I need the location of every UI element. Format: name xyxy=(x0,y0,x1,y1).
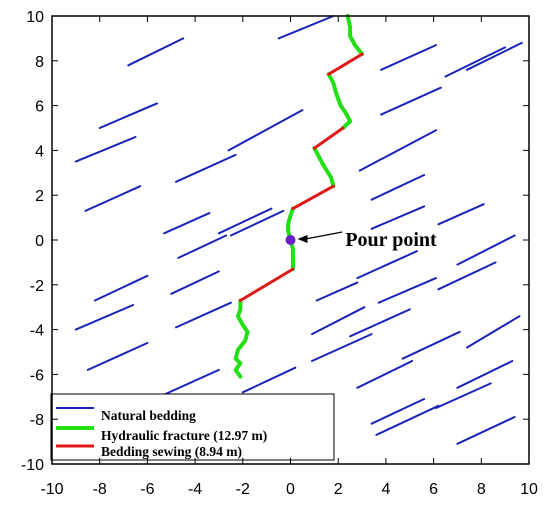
annotation-layer: Pour point xyxy=(285,229,437,251)
natural-bedding-segment xyxy=(177,234,228,259)
natural-bedding-segment xyxy=(401,330,461,360)
natural-bedding-segment xyxy=(377,277,437,304)
y-tick-label: 6 xyxy=(35,99,44,116)
natural-bedding-segment xyxy=(358,129,437,172)
natural-bedding-segment xyxy=(356,360,414,389)
natural-bedding-segment xyxy=(170,270,220,295)
natural-bedding-segment xyxy=(311,306,366,336)
natural-bedding-segment xyxy=(127,37,185,67)
hydraulic-fracture-segment xyxy=(312,146,336,189)
natural-bedding-segment xyxy=(277,15,335,40)
natural-bedding-segment xyxy=(349,308,411,338)
y-tick-label: -2 xyxy=(30,278,44,295)
legend-label-hydraulic-fracture: Hydraulic fracture (12.97 m) xyxy=(101,428,267,443)
x-tick-label: -6 xyxy=(140,481,154,498)
natural-bedding-segment xyxy=(241,366,297,394)
plot-frame xyxy=(51,15,530,465)
natural-bedding-segment xyxy=(380,44,437,71)
plot-data-layer xyxy=(74,14,523,445)
x-tick-label: 8 xyxy=(477,481,486,498)
x-tick-label: 10 xyxy=(520,481,538,498)
y-tick-label: 4 xyxy=(35,143,44,160)
hydraulic-fracture-segment xyxy=(326,72,353,130)
natural-bedding-segment xyxy=(217,207,273,235)
natural-bedding-segment xyxy=(370,398,426,425)
natural-bedding-segment xyxy=(456,360,514,389)
x-tick-label: 6 xyxy=(429,481,438,498)
natural-bedding-segment xyxy=(175,301,232,329)
x-tick-label: -2 xyxy=(236,481,250,498)
y-tick-label: 0 xyxy=(35,233,44,250)
natural-bedding-segment xyxy=(163,212,211,235)
natural-bedding-segment xyxy=(315,281,359,302)
series-hydraulic-fracture xyxy=(233,14,365,379)
bedding-sewing-segment xyxy=(312,126,345,150)
natural-bedding-segment xyxy=(435,382,492,409)
y-tick-label: -8 xyxy=(30,412,44,429)
natural-bedding-segment xyxy=(227,109,304,152)
y-tick-label: 2 xyxy=(35,188,44,205)
x-tick-label: -10 xyxy=(40,481,63,498)
natural-bedding-segment xyxy=(444,46,507,78)
pour-point-arrow xyxy=(305,231,343,240)
natural-bedding-segment xyxy=(229,209,285,237)
y-tick-label: -6 xyxy=(30,367,44,384)
x-tick-label: 4 xyxy=(381,481,390,498)
pour-point-label: Pour point xyxy=(345,229,437,251)
hydraulic-fracture-segment xyxy=(345,14,365,57)
legend-label-natural-bedding: Natural bedding xyxy=(101,408,196,423)
x-axis: -10 -8 -6 -4 -2 0 2 4 6 8 10 xyxy=(40,16,538,498)
natural-bedding-segment xyxy=(370,174,426,201)
natural-bedding-segment xyxy=(380,86,442,116)
y-tick-label: 10 xyxy=(26,9,44,26)
x-tick-label: 0 xyxy=(286,481,295,498)
natural-bedding-segment xyxy=(437,203,485,226)
natural-bedding-segment xyxy=(93,274,149,302)
pour-point-arrowhead xyxy=(297,235,308,243)
series-bedding-sewing xyxy=(238,52,364,302)
natural-bedding-segment xyxy=(437,261,497,291)
natural-bedding-segment xyxy=(456,234,516,266)
y-tick-label: -10 xyxy=(21,457,44,474)
bedding-sewing-segment xyxy=(291,184,335,211)
natural-bedding-segment xyxy=(163,368,220,396)
natural-bedding-segment xyxy=(466,41,523,71)
legend-box xyxy=(50,393,335,461)
y-tick-label: 8 xyxy=(35,54,44,71)
natural-bedding-segment xyxy=(74,304,135,331)
bedding-sewing-segment xyxy=(327,52,364,76)
x-tick-label: -4 xyxy=(188,481,202,498)
y-tick-label: -4 xyxy=(30,323,44,340)
series-natural-bedding xyxy=(74,15,523,445)
natural-bedding-segment xyxy=(456,416,516,445)
natural-bedding-segment xyxy=(98,102,158,129)
hydraulic-fracture-segment xyxy=(233,298,250,379)
legend-label-bedding-sewing: Bedding sewing (8.94 m) xyxy=(101,444,242,459)
natural-bedding-segment xyxy=(84,185,142,212)
natural-bedding-segment xyxy=(466,315,521,349)
bedding-sewing-segment xyxy=(238,267,295,302)
natural-bedding-segment xyxy=(74,136,137,163)
x-tick-label: 2 xyxy=(334,481,343,498)
natural-bedding-segment xyxy=(356,250,418,280)
pour-point-marker xyxy=(285,235,296,245)
x-tick-label: -8 xyxy=(93,481,107,498)
natural-bedding-segment xyxy=(175,153,237,183)
natural-bedding-segment xyxy=(375,404,440,436)
legend: Natural bedding Hydraulic fracture (12.9… xyxy=(50,393,335,461)
natural-bedding-segment xyxy=(86,342,149,371)
natural-bedding-segment xyxy=(311,333,373,362)
natural-bedding-segment xyxy=(370,205,426,230)
